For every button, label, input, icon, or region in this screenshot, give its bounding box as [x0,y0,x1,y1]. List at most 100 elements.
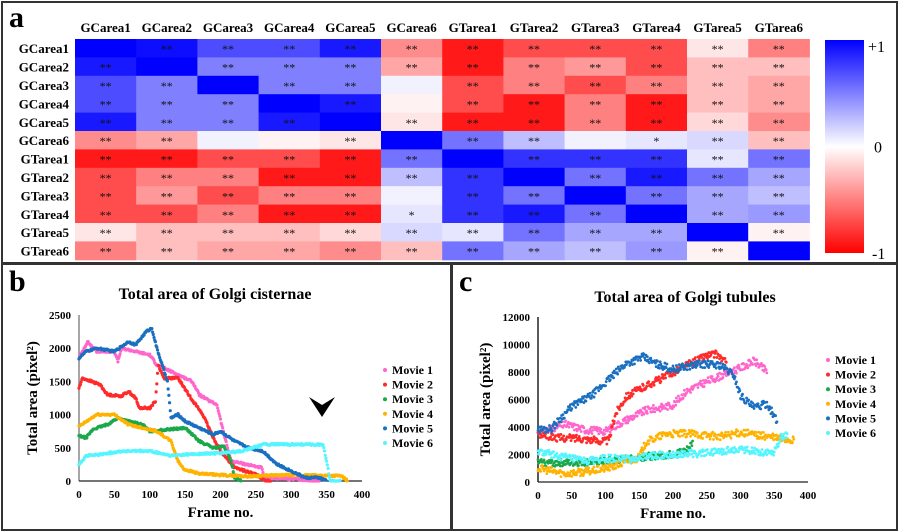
data-point [590,432,594,435]
data-point [570,407,574,411]
heatmap-column-label: GCarea6 [386,20,437,35]
data-point [709,434,713,438]
significance-mark: ** [528,42,540,56]
significance-mark: ** [467,226,479,240]
heatmap-cell [381,186,443,206]
data-point [157,364,161,368]
heatmap-cell [625,131,688,150]
heatmap-cell [503,131,566,150]
significance-mark: ** [100,153,112,167]
data-point [701,379,705,382]
significance-mark: ** [712,208,724,222]
data-point [549,461,553,465]
data-point [550,429,554,433]
heatmap-cell [442,131,504,150]
data-point [579,430,583,433]
y-tick-label: 4000 [508,422,531,434]
significance-mark: ** [467,134,479,148]
significance-mark: ** [344,245,356,259]
data-point [700,382,704,386]
heatmap-cell [319,186,382,206]
data-point [706,448,709,451]
heatmap-row-label: GTarea2 [21,170,69,185]
data-point [549,426,553,430]
data-point [559,433,563,436]
heatmap-cell [136,112,198,132]
heatmap-cell [136,167,198,187]
legend-marker [383,441,387,445]
data-point [733,375,737,379]
data-point [721,362,725,366]
heatmap-cell [564,241,627,261]
significance-mark: ** [528,97,540,111]
data-point [588,391,592,395]
data-point [609,433,613,437]
data-point [652,403,655,407]
data-point [745,396,748,400]
data-point [620,364,624,367]
significance-mark: ** [161,208,173,222]
data-point [576,403,580,407]
data-point [603,432,607,436]
data-point [269,479,273,483]
data-point [633,459,637,463]
data-point [696,386,700,389]
significance-mark: ** [712,134,724,148]
heatmap-cell [442,149,504,169]
data-point [562,423,566,427]
heatmap-cell [625,57,688,77]
data-point [575,400,579,404]
heatmap-cell [197,149,260,169]
heatmap-cell [564,75,627,95]
heatmap-column-label: GCarea5 [325,20,376,35]
data-point [656,436,659,439]
data-point [118,352,122,356]
data-point [218,414,222,418]
data-point [575,462,579,465]
data-point [544,466,548,470]
significance-mark: ** [589,79,601,93]
significance-mark: ** [283,171,295,185]
significance-mark: ** [773,171,785,185]
data-point [587,394,591,398]
data-point [575,458,578,461]
heatmap-cell [442,223,504,242]
data-point [573,439,577,443]
series-movie-5 [536,352,779,435]
data-point [733,366,736,370]
significance-mark: ** [467,61,479,75]
significance-mark: ** [222,116,234,130]
data-point [327,472,331,476]
heatmap-cell [136,39,198,58]
heatmap-cell [687,167,749,187]
data-point [165,379,170,383]
significance-mark: ** [650,42,662,56]
data-point [154,390,158,394]
heatmap-cell [319,241,382,261]
data-point [720,432,724,435]
data-point [656,455,660,459]
data-point [623,396,627,400]
heatmap-row-label: GCarea1 [19,41,69,56]
x-tick-label: 200 [212,489,229,501]
data-point [641,458,645,462]
data-point [792,437,796,441]
significance-mark: ** [773,116,785,130]
data-point [345,479,349,483]
data-point [612,419,616,423]
data-point [688,453,692,456]
data-point [678,434,682,438]
data-point [649,452,653,456]
data-point [715,356,719,359]
heatmap-cell [197,39,260,58]
significance-mark: ** [222,245,234,259]
heatmap-cell [625,241,688,261]
data-point [614,459,618,463]
data-point [614,367,618,371]
significance-mark: ** [589,61,601,75]
data-point [599,427,603,431]
y-tick-label: 2000 [49,343,72,355]
data-point [762,369,766,373]
x-tick-label: 400 [354,489,371,501]
data-point [791,441,794,445]
